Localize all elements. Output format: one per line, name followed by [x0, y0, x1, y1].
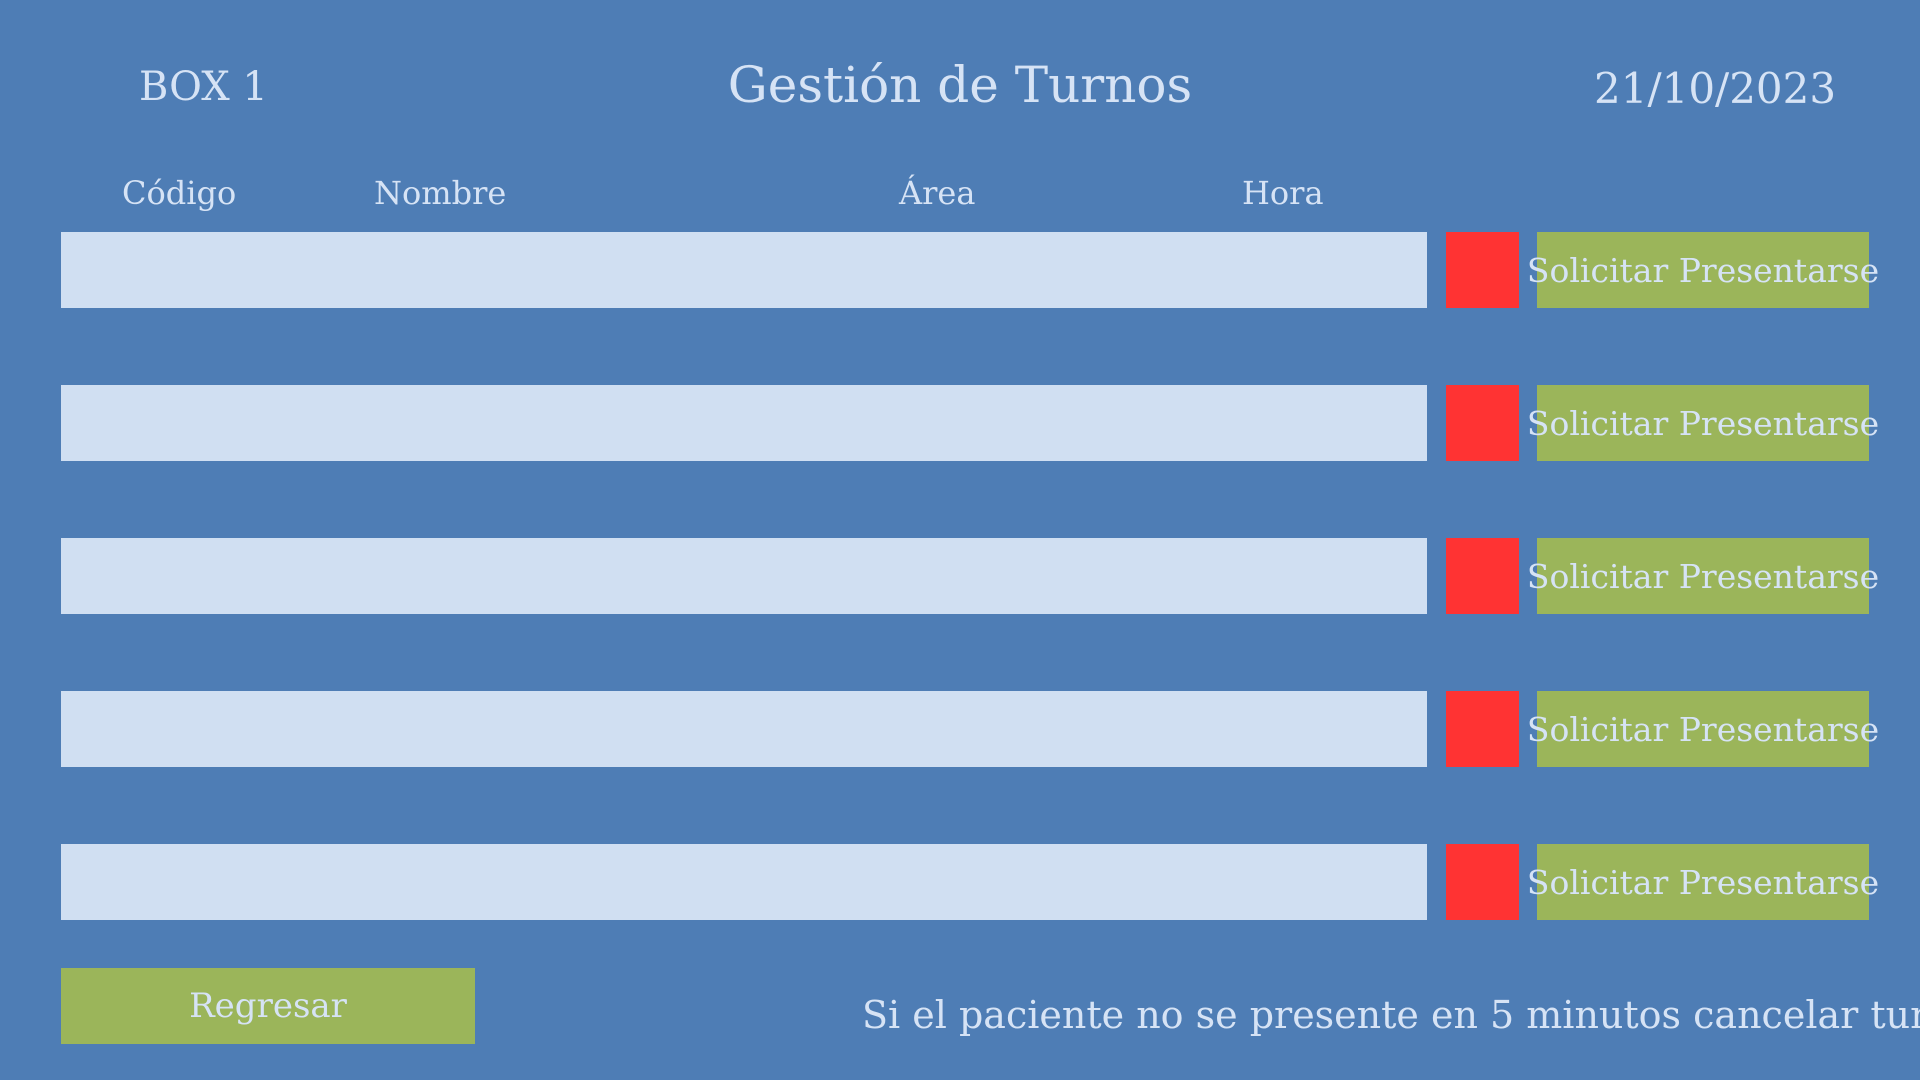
turn-row-field[interactable]	[61, 691, 1427, 767]
back-button[interactable]: Regresar	[61, 968, 475, 1044]
column-header-area: Área	[899, 174, 976, 212]
column-header-nombre: Nombre	[374, 174, 507, 212]
page-title: Gestión de Turnos	[727, 56, 1193, 114]
column-header-codigo: Código	[122, 174, 237, 212]
status-indicator	[1446, 385, 1519, 461]
turn-row-field[interactable]	[61, 232, 1427, 308]
turn-row-field[interactable]	[61, 538, 1427, 614]
request-presentation-button[interactable]: Solicitar Presentarse	[1527, 691, 1879, 767]
status-indicator	[1446, 844, 1519, 920]
request-presentation-button[interactable]: Solicitar Presentarse	[1527, 385, 1879, 461]
status-indicator	[1446, 232, 1519, 308]
column-header-hora: Hora	[1242, 174, 1324, 212]
request-presentation-button[interactable]: Solicitar Presentarse	[1527, 538, 1879, 614]
box-label: BOX 1	[139, 64, 268, 110]
status-indicator	[1446, 691, 1519, 767]
request-presentation-button[interactable]: Solicitar Presentarse	[1527, 844, 1879, 920]
date-label: 21/10/2023	[1594, 64, 1837, 113]
request-presentation-button[interactable]: Solicitar Presentarse	[1527, 232, 1879, 308]
notice-text: Si el paciente no se presente en 5 minut…	[862, 993, 1920, 1037]
status-indicator	[1446, 538, 1519, 614]
turn-row-field[interactable]	[61, 385, 1427, 461]
turn-row-field[interactable]	[61, 844, 1427, 920]
